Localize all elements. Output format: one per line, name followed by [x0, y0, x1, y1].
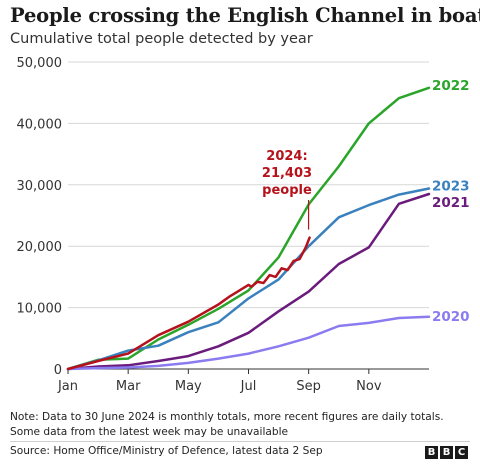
chart-title: People crossing the English Channel in b…: [10, 4, 480, 27]
y-tick-label: 40,000: [17, 117, 63, 132]
series-line-2020: [66, 315, 431, 371]
series-label-2021: 2021: [432, 195, 470, 211]
x-tick-label: Nov: [356, 379, 382, 394]
series-line-2022: [66, 86, 431, 371]
logo-letter: B: [425, 446, 438, 459]
y-tick-label: 0: [54, 363, 62, 378]
series-label-2020: 2020: [432, 309, 470, 325]
annotation-text: 21,403: [262, 166, 312, 181]
x-tick-label: Mar: [116, 379, 141, 394]
logo-letter: C: [455, 446, 468, 459]
x-tick-label: Jan: [57, 379, 78, 394]
chart-subtitle: Cumulative total people detected by year: [10, 31, 313, 47]
series-label-2023: 2023: [432, 178, 470, 194]
bbc-logo: B B C: [425, 446, 468, 459]
series-label-2022: 2022: [432, 78, 470, 94]
annotation-text: people: [262, 183, 312, 198]
x-tick-label: May: [175, 379, 202, 394]
annotation-text: 2024:: [266, 149, 307, 164]
source-text: Source: Home Office/Ministry of Defence,…: [10, 445, 323, 457]
y-tick-label: 50,000: [17, 56, 63, 71]
source-divider: [10, 441, 470, 442]
y-tick-label: 10,000: [17, 302, 63, 317]
series-line-2023: [66, 187, 431, 371]
note-line-2: Some data from the latest week may be un…: [10, 426, 289, 438]
x-tick-label: Jul: [240, 379, 257, 394]
line-chart: 0 10,000 20,000 30,000 40,000 50,000 Jan Mar May…: [17, 56, 470, 394]
series-line-2024: [66, 236, 311, 371]
y-tick-label: 30,000: [17, 179, 63, 194]
x-tick-label: Sep: [296, 379, 321, 394]
logo-letter: B: [440, 446, 453, 459]
chart-note: Note: Data to 30 June 2024 is monthly to…: [10, 410, 444, 440]
series-line-2021: [66, 192, 431, 371]
note-line-1: Note: Data to 30 June 2024 is monthly to…: [10, 411, 444, 423]
y-tick-label: 20,000: [17, 240, 63, 255]
